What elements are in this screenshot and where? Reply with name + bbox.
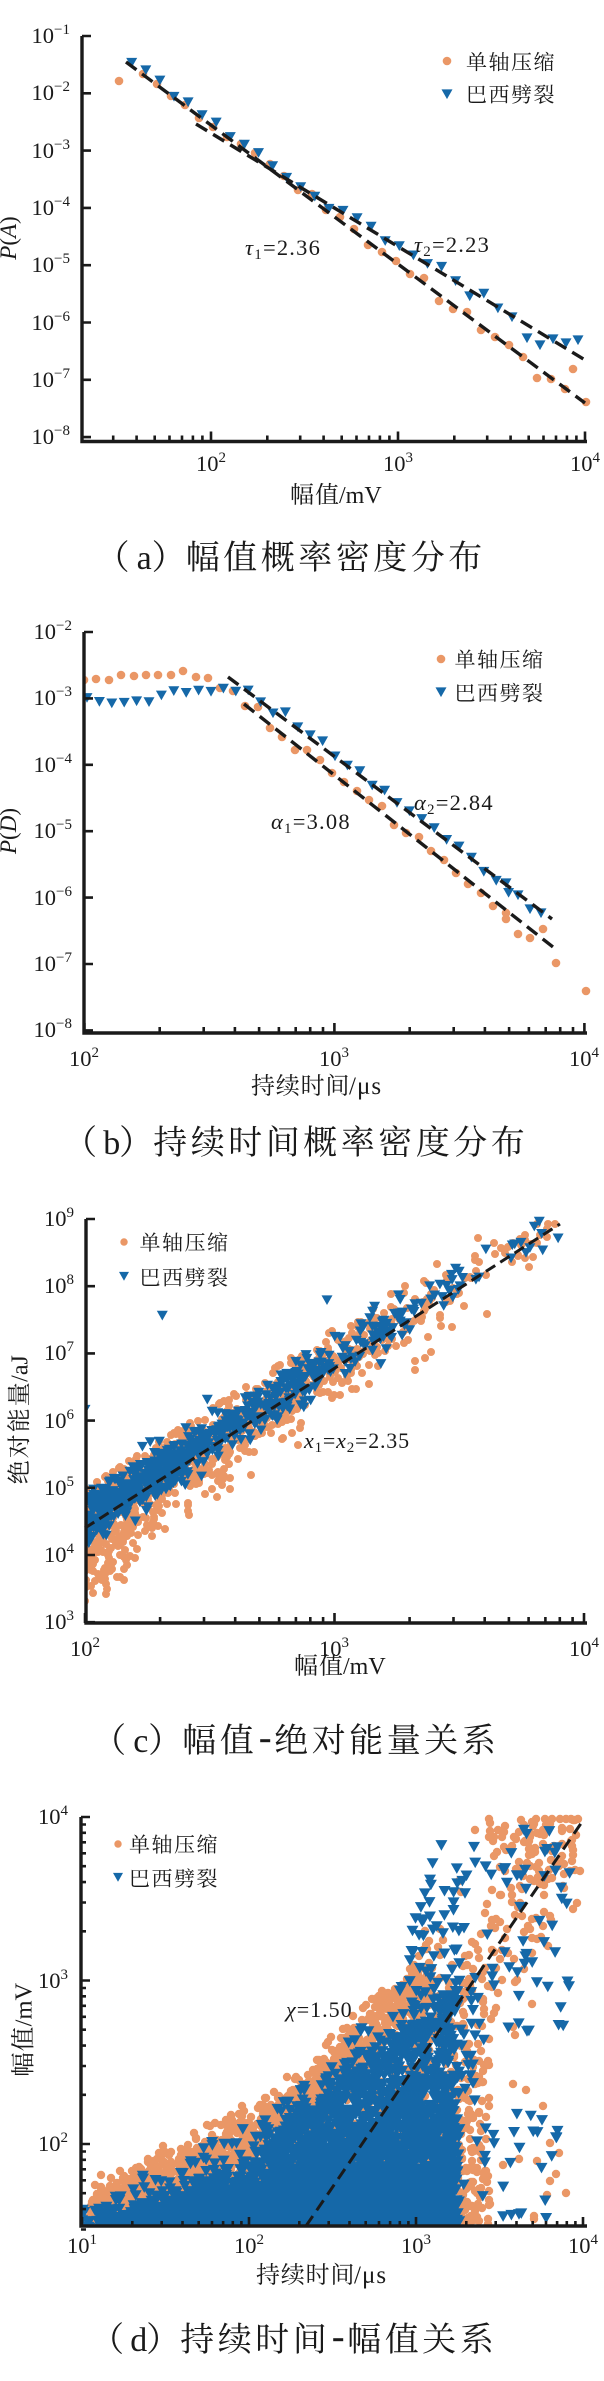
svg-text:α1=3.08: α1=3.08 xyxy=(271,809,351,837)
svg-text:10−8: 10−8 xyxy=(32,423,70,449)
svg-text:/μs: /μs xyxy=(349,1073,382,1100)
svg-text:10−4: 10−4 xyxy=(32,194,71,220)
svg-text:10−2: 10−2 xyxy=(32,79,70,105)
svg-text:/mV: /mV xyxy=(11,1982,38,2026)
svg-text:/mV: /mV xyxy=(339,483,382,509)
svg-text:α2=2.84: α2=2.84 xyxy=(414,790,494,818)
svg-text:P(A): P(A) xyxy=(0,216,21,260)
svg-text:P(D): P(D) xyxy=(0,808,21,855)
svg-text:τ2=2.23: τ2=2.23 xyxy=(414,232,490,260)
svg-text:τ1=2.36: τ1=2.36 xyxy=(245,235,321,263)
svg-text:107: 107 xyxy=(44,1339,75,1365)
svg-text:/mV: /mV xyxy=(343,1654,386,1680)
svg-text:x1=x2=2.35: x1=x2=2.35 xyxy=(303,1428,410,1456)
svg-text:10−3: 10−3 xyxy=(32,137,70,163)
svg-text:10−6: 10−6 xyxy=(32,309,71,335)
svg-text:a: a xyxy=(137,540,152,577)
svg-text:d: d xyxy=(130,2322,147,2359)
svg-text:104: 104 xyxy=(569,1045,600,1071)
svg-text:10−8: 10−8 xyxy=(34,1016,72,1042)
svg-text:χ=1.50: χ=1.50 xyxy=(284,1997,353,2022)
svg-text:c: c xyxy=(133,1723,148,1760)
svg-text:/μs: /μs xyxy=(354,2262,387,2289)
svg-text:b: b xyxy=(103,1125,120,1162)
svg-text:/aJ: /aJ xyxy=(7,1355,33,1382)
